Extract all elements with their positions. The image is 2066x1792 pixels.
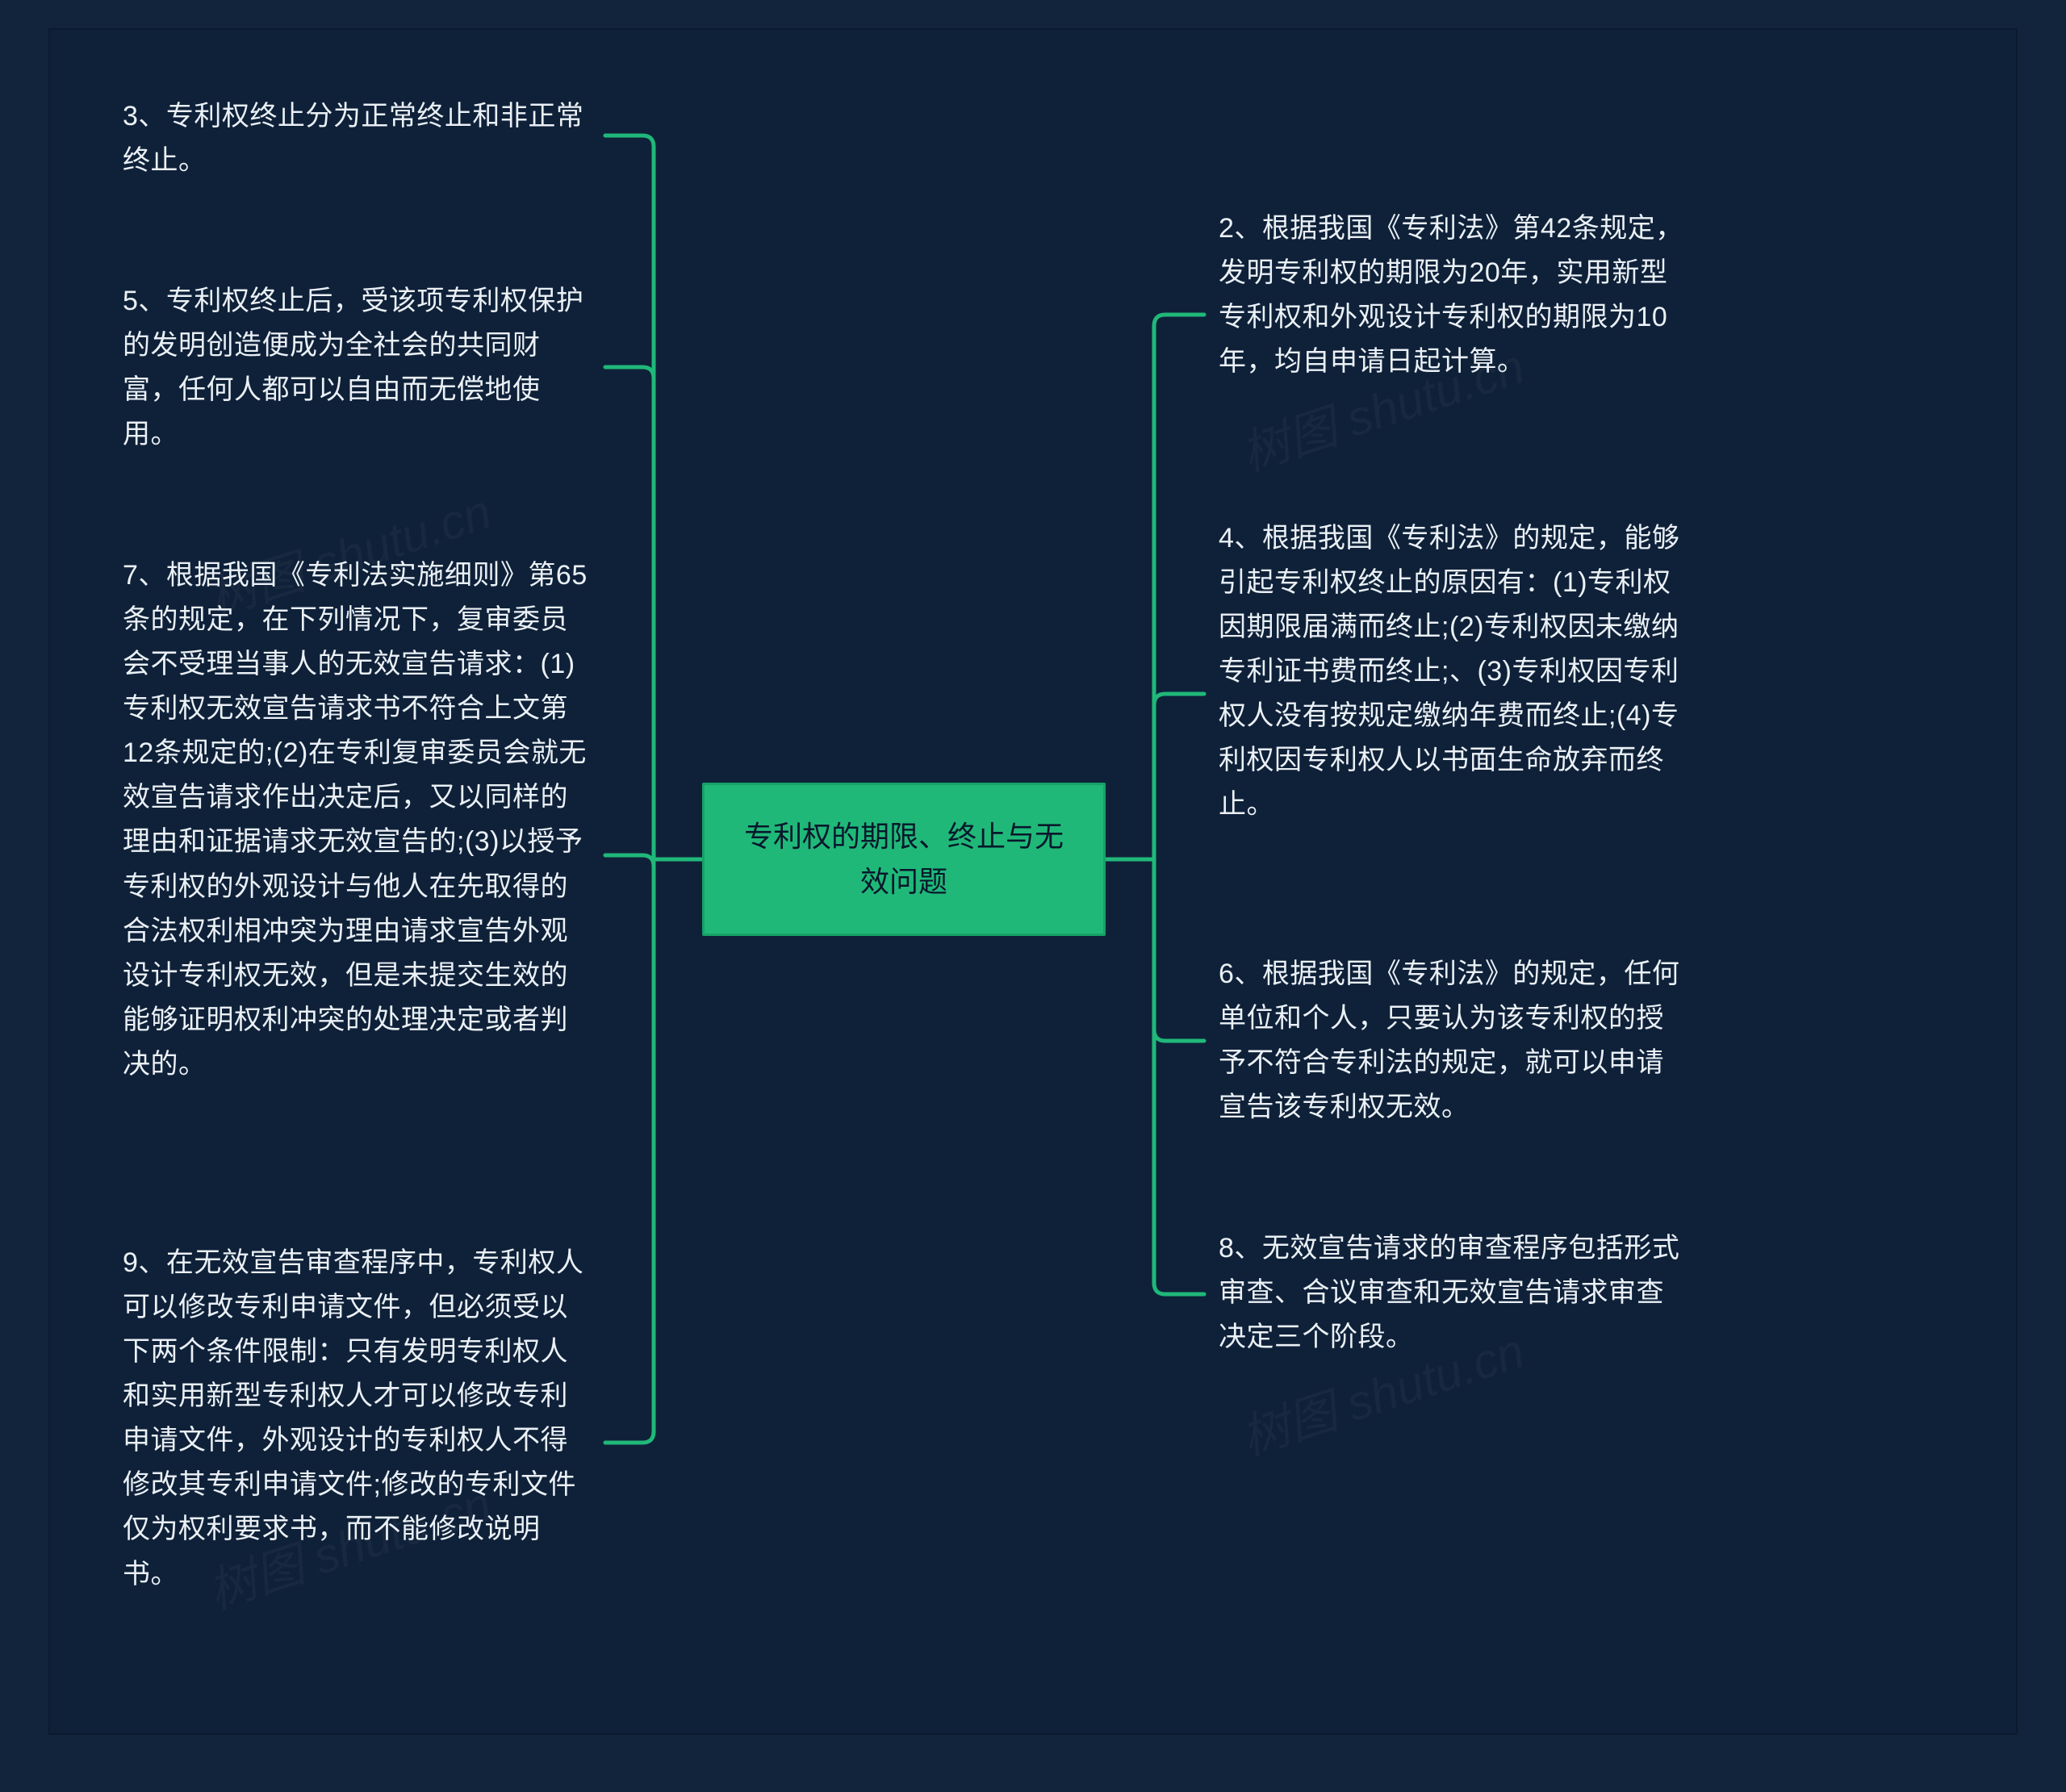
leaf-n3[interactable]: 3、专利权终止分为正常终止和非正常终止。 [123,94,591,183]
mindmap-canvas: 专利权的期限、终止与无效问题 3、专利权终止分为正常终止和非正常终止。 5、专利权… [0,0,2066,1792]
leaf-n2[interactable]: 2、根据我国《专利法》第42条规定，发明专利权的期限为20年，实用新型专利权和外… [1219,207,1687,384]
leaf-n4[interactable]: 4、根据我国《专利法》的规定，能够引起专利权终止的原因有：(1)专利权因期限届满… [1219,516,1687,828]
leaf-n6[interactable]: 6、根据我国《专利法》的规定，任何单位和个人，只要认为该专利权的授予不符合专利法… [1219,952,1687,1130]
leaf-n9[interactable]: 9、在无效宣告审查程序中，专利权人可以修改专利申请文件，但必须受以下两个条件限制… [123,1241,591,1597]
center-label: 专利权的期限、终止与无效问题 [734,814,1074,904]
leaf-n8[interactable]: 8、无效宣告请求的审查程序包括形式审查、合议审查和无效宣告请求审查决定三个阶段。 [1219,1226,1687,1360]
leaf-n5[interactable]: 5、专利权终止后，受该项专利权保护的发明创造便成为全社会的共同财富，任何人都可以… [123,279,591,457]
leaf-n7[interactable]: 7、根据我国《专利法实施细则》第65条的规定，在下列情况下，复审委员会不受理当事… [123,553,591,1087]
center-node[interactable]: 专利权的期限、终止与无效问题 [702,783,1106,936]
